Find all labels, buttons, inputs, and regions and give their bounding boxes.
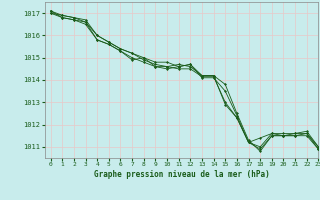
X-axis label: Graphe pression niveau de la mer (hPa): Graphe pression niveau de la mer (hPa) bbox=[94, 170, 269, 179]
